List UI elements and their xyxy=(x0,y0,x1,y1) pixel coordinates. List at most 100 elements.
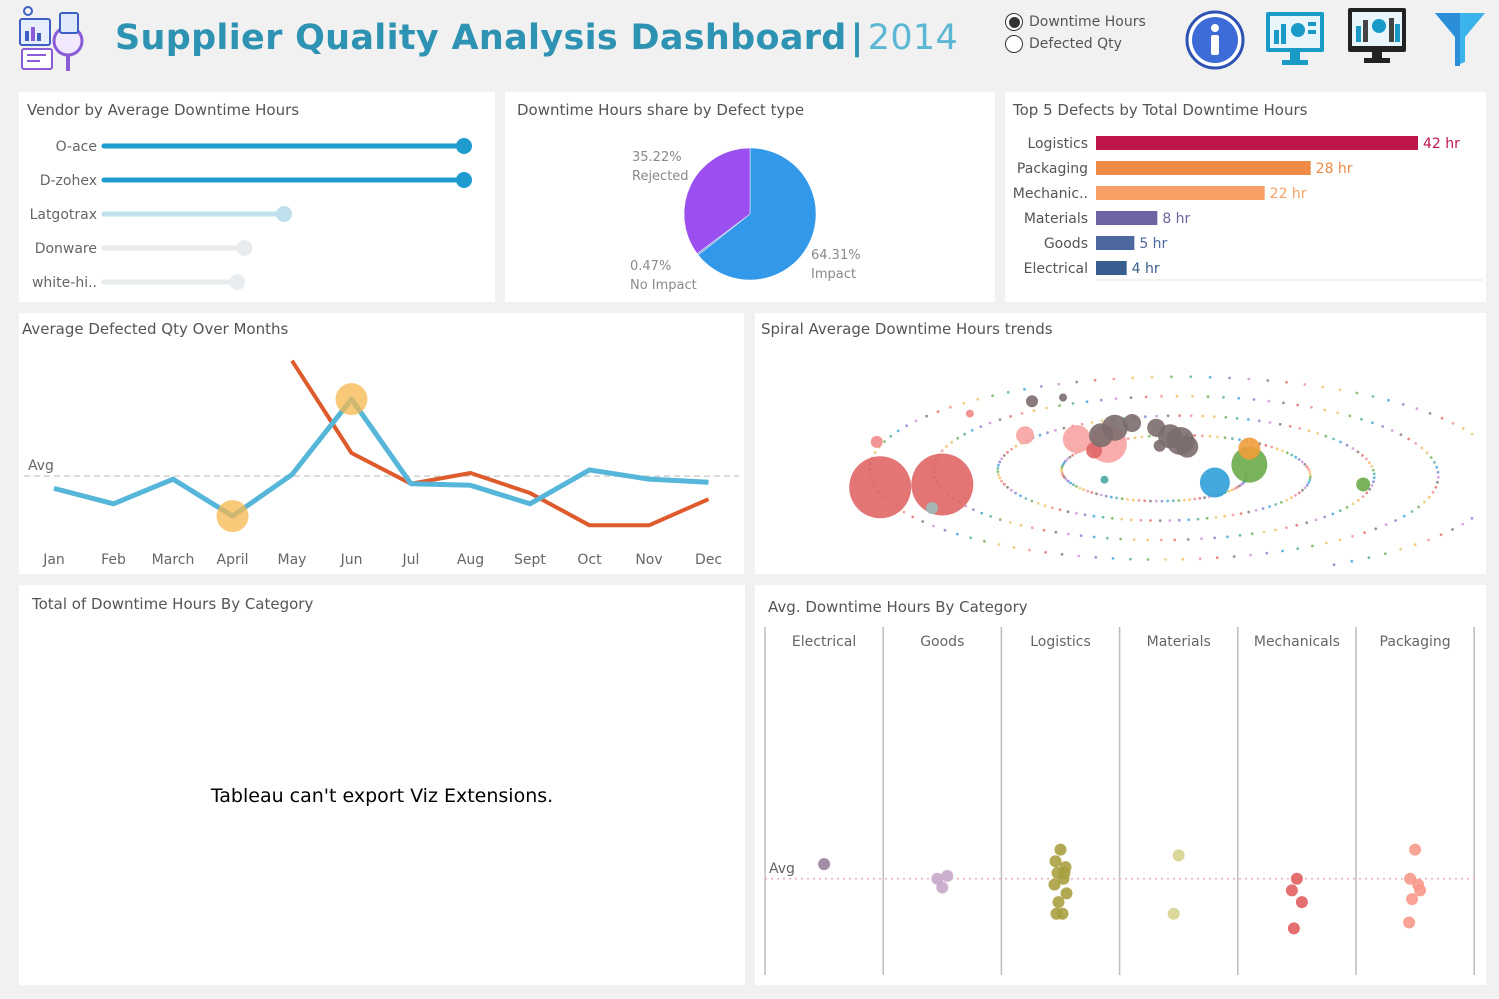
spiral-dot xyxy=(1356,498,1360,502)
spiral-dot xyxy=(1415,407,1419,411)
spiral-dot xyxy=(1206,395,1210,399)
spiral-dot xyxy=(1166,499,1170,503)
spiral-dot xyxy=(1226,535,1229,539)
spiral-dot xyxy=(1012,546,1016,549)
radio-downtime-hours[interactable]: Downtime Hours xyxy=(1005,13,1146,31)
spiral-dot xyxy=(1149,519,1152,522)
spiral-bubble xyxy=(1176,435,1199,458)
info-icon[interactable] xyxy=(1184,9,1246,75)
spiral-dot xyxy=(1094,555,1098,559)
spiral-dot xyxy=(1324,434,1328,438)
spiral-dot xyxy=(1006,390,1010,394)
spiral-dot xyxy=(1305,521,1309,525)
dashboard-monitor-icon[interactable] xyxy=(1264,10,1326,72)
spiral-dot xyxy=(1417,505,1420,509)
top5-category-label: Packaging xyxy=(1017,161,1088,177)
spiral-dot xyxy=(1368,461,1371,464)
spiral-dot xyxy=(1439,533,1443,537)
spiral-dot xyxy=(1297,491,1301,495)
spiral-dot xyxy=(1000,479,1004,483)
spiral-dot xyxy=(1146,538,1150,542)
spiral-bubble xyxy=(1153,439,1166,452)
spiral-dot xyxy=(1233,487,1236,491)
spiral-dot xyxy=(1075,380,1079,384)
spiral-dot xyxy=(1201,414,1205,418)
category-point xyxy=(1058,866,1071,879)
spiral-dot xyxy=(1274,503,1278,506)
avg-category-panel-title: Avg. Downtime Hours By Category xyxy=(768,598,1028,616)
spiral-dot xyxy=(1399,547,1402,551)
spiral-dot xyxy=(1002,482,1006,486)
spiral-dot xyxy=(1019,494,1022,498)
spiral-dot xyxy=(1399,433,1403,436)
avg-category-chart: Electrical Goods Logistics Materials Mechani… xyxy=(764,627,1475,975)
spiral-dot xyxy=(1427,495,1431,499)
spiral-dot xyxy=(1159,538,1163,542)
spiral-dot xyxy=(1187,518,1191,522)
category-point xyxy=(1060,887,1073,900)
category-header-label: Mechanicals xyxy=(1254,634,1340,650)
spiral-dot xyxy=(1175,394,1179,398)
spiral-dot xyxy=(1372,472,1376,476)
spiral-dot xyxy=(997,543,1001,546)
spiral-dot xyxy=(1364,457,1368,461)
spiral-dot xyxy=(1351,502,1355,506)
spiral-dot xyxy=(1461,427,1465,430)
top5-category-label: Logistics xyxy=(1027,136,1088,152)
spiral-dot xyxy=(1305,483,1309,487)
top5-category-label: Mechanic.. xyxy=(1013,186,1088,202)
spiral-bubble xyxy=(849,456,912,519)
spiral-dot xyxy=(1338,509,1342,512)
spiral-dot xyxy=(1111,557,1115,560)
spiral-dot xyxy=(1370,464,1374,468)
spiral-dot xyxy=(921,520,925,523)
spiral-dot xyxy=(1060,470,1064,473)
spiral-dot xyxy=(1158,519,1162,522)
spiral-dot xyxy=(970,428,974,432)
spiral-dot xyxy=(983,539,986,543)
page-title-text: Supplier Quality Analysis Dashboard xyxy=(115,18,847,58)
dark-dashboard-monitor-icon[interactable] xyxy=(1346,4,1408,70)
spiral-dot xyxy=(1387,398,1390,402)
spiral-dot xyxy=(1427,538,1430,542)
spiral-dot xyxy=(1143,499,1147,503)
spiral-dot xyxy=(1115,496,1118,500)
pie-percent-label: 0.47% xyxy=(630,259,671,274)
spiral-dot xyxy=(1361,495,1365,498)
spiral-dot xyxy=(1223,514,1226,518)
spiral-dot xyxy=(1058,404,1061,407)
radio-indicator xyxy=(1005,35,1023,53)
spiral-dot xyxy=(1323,408,1327,412)
spiral-dot xyxy=(1042,528,1046,532)
spiral-dot xyxy=(1371,395,1375,398)
spiral-dot xyxy=(1024,497,1028,500)
spiral-dot xyxy=(1023,387,1026,391)
spiral-dot xyxy=(1008,521,1012,524)
spiral-dot xyxy=(1360,417,1363,421)
spiral-dot xyxy=(1129,518,1133,522)
filter-icon[interactable] xyxy=(1432,10,1488,72)
spiral-dot xyxy=(1370,484,1374,487)
category-point xyxy=(1052,896,1065,909)
spiral-dot xyxy=(1303,486,1307,490)
spiral-dot xyxy=(1238,438,1241,442)
monthly-panel: Average Defected Qty Over Months Avg Jan F… xyxy=(19,313,744,574)
radio-defected-qty[interactable]: Defected Qty xyxy=(1005,35,1122,53)
spiral-dot xyxy=(873,451,877,454)
spiral-dot xyxy=(1428,412,1432,415)
year-label: 2014 xyxy=(867,18,959,58)
spiral-dot xyxy=(1208,434,1212,438)
spiral-dot xyxy=(1054,428,1057,432)
month-tick-label: Dec xyxy=(695,552,722,568)
spiral-dot xyxy=(1237,396,1241,400)
spiral-dot xyxy=(956,532,959,536)
spiral-panel: Spiral Average Downtime Hours trends xyxy=(755,313,1486,574)
avg-category-panel: Avg. Downtime Hours By Category Electric… xyxy=(755,585,1486,985)
spiral-dot xyxy=(1434,485,1438,489)
radio-label-defected-qty: Defected Qty xyxy=(1029,36,1122,52)
spiral-dot xyxy=(976,397,980,401)
top5-bar xyxy=(1096,236,1135,250)
top5-value-label: 28 hr xyxy=(1316,161,1353,177)
spiral-dot xyxy=(1014,491,1017,495)
pie-chart: 64.31% Impact 0.47% No Impact 35.22% Rejected xyxy=(630,147,861,293)
